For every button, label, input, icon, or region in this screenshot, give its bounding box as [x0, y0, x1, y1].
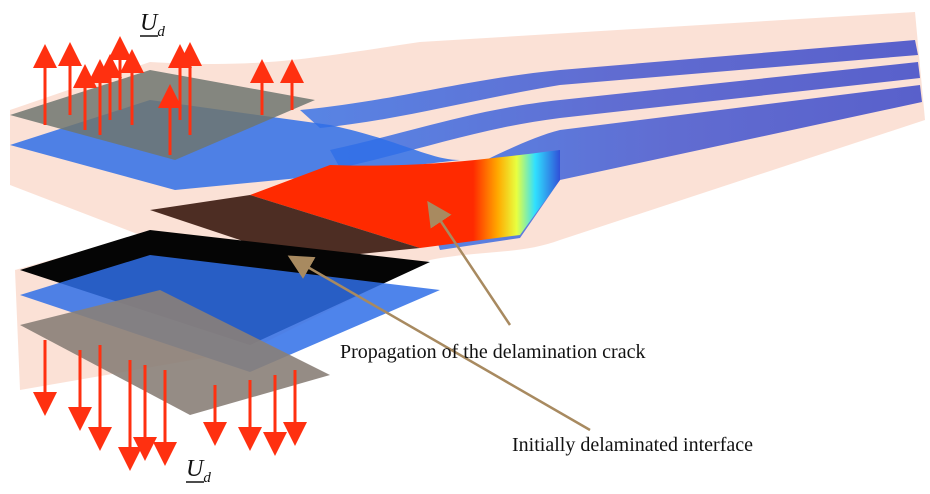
layer [300, 40, 918, 128]
load-arrows [33, 36, 307, 471]
load-label: Ud [140, 10, 165, 40]
symbol: U [186, 456, 205, 482]
symbol: U [140, 10, 159, 36]
subscript: d [157, 24, 165, 40]
leaders [287, 200, 591, 432]
crack-front [250, 150, 560, 248]
annotation: Propagation of the delamination crack [340, 341, 645, 363]
load-label: Ud [186, 456, 211, 486]
layer [330, 62, 920, 168]
subscript: d [203, 470, 211, 486]
layer [420, 85, 922, 250]
specimen [10, 12, 925, 415]
plate [150, 195, 420, 260]
plate [20, 290, 330, 415]
annotation: Initially delaminated interface [512, 434, 753, 456]
